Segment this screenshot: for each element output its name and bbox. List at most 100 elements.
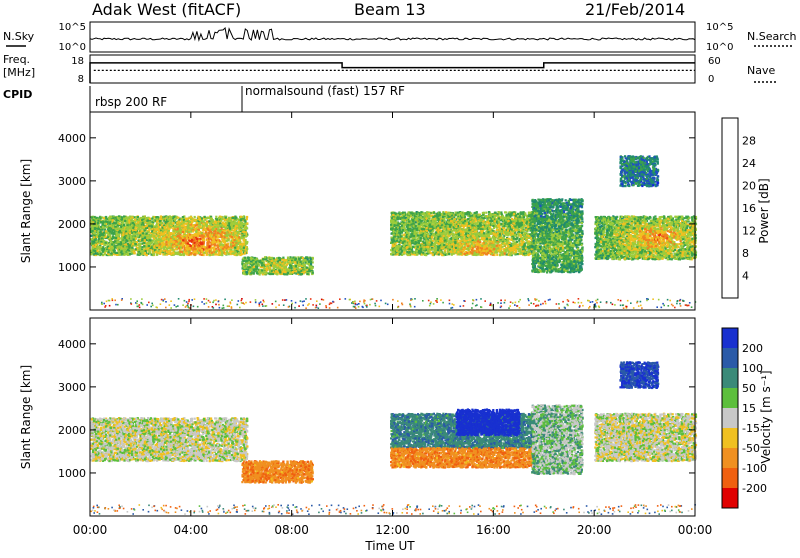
power-cell bbox=[168, 250, 170, 252]
power-cell bbox=[111, 253, 113, 255]
power-cell bbox=[309, 266, 311, 268]
power-cell bbox=[182, 239, 184, 241]
power-cell bbox=[231, 236, 233, 238]
power-cell bbox=[178, 247, 180, 249]
power-cell bbox=[256, 258, 258, 260]
power-cell bbox=[312, 272, 314, 274]
power-cell bbox=[300, 261, 302, 263]
power-cell bbox=[190, 216, 192, 218]
nave-tick-bottom: 0 bbox=[708, 74, 714, 85]
power-cell bbox=[99, 234, 101, 236]
power-cell bbox=[201, 254, 203, 256]
power-cell bbox=[232, 234, 234, 236]
power-cell bbox=[147, 219, 149, 221]
power-cell bbox=[93, 232, 95, 234]
power-cell bbox=[224, 232, 226, 234]
power-cell bbox=[109, 223, 111, 225]
power-cell bbox=[96, 225, 98, 227]
power-cell bbox=[97, 246, 99, 248]
power-cell bbox=[104, 253, 106, 255]
power-cell bbox=[196, 238, 198, 240]
power-cell bbox=[148, 245, 150, 247]
power-cell bbox=[191, 234, 193, 236]
power-cell bbox=[145, 250, 147, 252]
power-cell bbox=[129, 230, 131, 232]
power-cell bbox=[115, 252, 117, 254]
power-cell bbox=[163, 226, 165, 228]
power-cell bbox=[109, 231, 111, 233]
power-cell bbox=[90, 253, 92, 255]
power-cell bbox=[105, 216, 107, 218]
power-cell bbox=[220, 249, 222, 251]
power-cell bbox=[137, 221, 139, 223]
power-cell bbox=[139, 234, 141, 236]
power-cell bbox=[225, 244, 227, 246]
power-cell bbox=[186, 237, 188, 239]
power-cell bbox=[224, 253, 226, 255]
power-cell bbox=[94, 228, 96, 230]
power-cell bbox=[188, 231, 190, 233]
power-cell bbox=[166, 251, 168, 253]
power-cell bbox=[113, 249, 115, 251]
power-cell bbox=[108, 247, 110, 249]
power-cell bbox=[212, 221, 214, 223]
power-cell bbox=[180, 254, 182, 256]
power-cell bbox=[281, 271, 283, 273]
power-cell bbox=[308, 261, 310, 263]
power-cell bbox=[312, 257, 314, 259]
power-cell bbox=[255, 269, 257, 271]
power-cell bbox=[127, 236, 129, 238]
power-cell bbox=[302, 257, 304, 259]
power-cell bbox=[134, 252, 136, 254]
power-cell bbox=[233, 239, 235, 241]
power-cell bbox=[226, 232, 228, 234]
power-cell bbox=[292, 256, 294, 258]
power-cell bbox=[194, 219, 196, 221]
power-cell bbox=[102, 222, 104, 224]
power-cell bbox=[239, 243, 241, 245]
power-cell bbox=[241, 226, 243, 228]
power-cell bbox=[284, 271, 286, 273]
power-cell bbox=[240, 216, 242, 218]
power-cell bbox=[101, 243, 103, 245]
power-cell bbox=[152, 223, 154, 225]
power-cell bbox=[211, 252, 213, 254]
power-cell bbox=[177, 252, 179, 254]
power-cell bbox=[191, 247, 193, 249]
power-cell bbox=[181, 251, 183, 253]
power-cell bbox=[113, 222, 115, 224]
power-cell bbox=[100, 253, 102, 255]
noise-right-tick-bottom: 10^0 bbox=[706, 42, 733, 53]
power-cell bbox=[230, 221, 232, 223]
power-cell bbox=[209, 238, 211, 240]
power-cell bbox=[104, 223, 106, 225]
power-cell bbox=[213, 239, 215, 241]
power-cell bbox=[270, 257, 272, 259]
power-cell bbox=[108, 251, 110, 253]
noise-left-tick-bottom: 10^0 bbox=[59, 42, 86, 53]
power-cell bbox=[253, 261, 255, 263]
power-cell bbox=[142, 222, 144, 224]
power-cell bbox=[248, 259, 250, 261]
power-cell bbox=[177, 217, 179, 219]
power-cell bbox=[216, 244, 218, 246]
power-cell bbox=[196, 227, 198, 229]
power-cell bbox=[185, 241, 187, 243]
power-cell bbox=[124, 237, 126, 239]
power-cell bbox=[298, 269, 300, 271]
power-cell bbox=[301, 273, 303, 275]
power-cell bbox=[281, 265, 283, 267]
power-cell bbox=[121, 250, 123, 252]
power-cell bbox=[140, 226, 142, 228]
power-cell bbox=[99, 246, 101, 248]
power-cell bbox=[174, 236, 176, 238]
power-cell bbox=[151, 240, 153, 242]
power-cell bbox=[179, 230, 181, 232]
power-cell bbox=[244, 257, 246, 259]
power-cell bbox=[102, 234, 104, 236]
power-cell bbox=[294, 268, 296, 270]
power-cell bbox=[263, 268, 265, 270]
power-cell bbox=[210, 217, 212, 219]
power-cell bbox=[306, 267, 308, 269]
